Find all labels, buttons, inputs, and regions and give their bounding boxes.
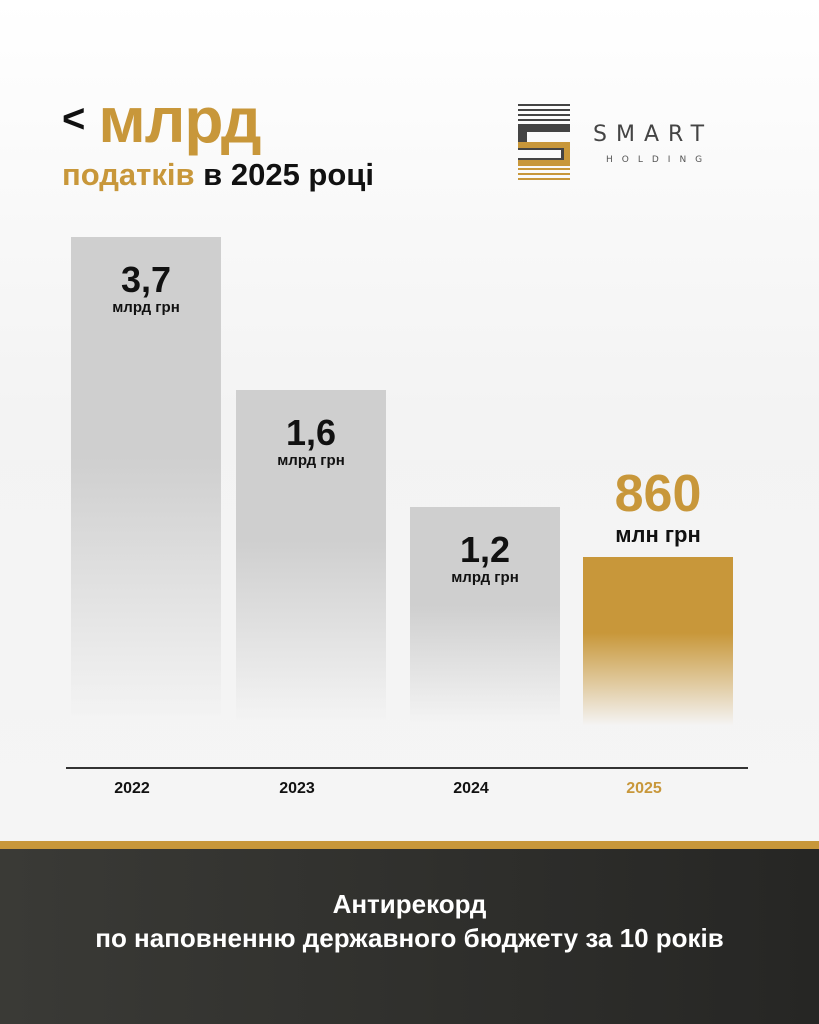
footer-banner: Антирекорд по наповненню державного бюдж…: [0, 849, 819, 1024]
gold-divider: [0, 841, 819, 849]
data-label-2022: 3,7 млрд грн: [71, 261, 221, 317]
value-unit: млрд грн: [112, 299, 180, 316]
less-than-symbol: <: [62, 97, 85, 141]
data-label-2024: 1,2 млрд грн: [410, 531, 560, 587]
value-number: 1,2: [459, 529, 511, 570]
footer-line-2: по наповненню державного бюджету за 10 р…: [95, 923, 724, 953]
subheadline-accent: податків: [62, 157, 195, 192]
value-number: 1,6: [285, 412, 337, 453]
svg-text:SMART: SMART: [593, 122, 713, 147]
bar-2023: [236, 390, 386, 726]
x-tick-2022: 2022: [114, 780, 150, 797]
bar-2025: [583, 557, 733, 726]
subheadline-rest: в 2025 році: [203, 157, 374, 192]
bar-2024: [410, 507, 560, 726]
x-tick-2024: 2024: [453, 780, 489, 797]
svg-text:HOLDING: HOLDING: [606, 155, 711, 165]
x-tick-2025: 2025: [626, 780, 662, 797]
smart-holding-logo: SMART HOLDING: [518, 104, 758, 184]
x-tick-2023: 2023: [279, 780, 315, 797]
value-unit: млрд грн: [451, 569, 519, 586]
footer-line-1: Антирекорд: [332, 889, 487, 919]
value-number: 3,7: [120, 259, 172, 300]
data-label-2023: 1,6 млрд грн: [236, 414, 386, 470]
subheadline: податків в 2025 році: [62, 157, 374, 193]
headline: < млрд: [62, 84, 261, 156]
value-unit: млрд грн: [277, 452, 345, 469]
bar-2022: [71, 237, 221, 726]
x-axis-line: [66, 767, 748, 769]
data-label-2025: 860 млн грн: [583, 467, 733, 549]
value-number: 860: [614, 465, 702, 523]
value-unit: млн грн: [615, 522, 701, 547]
headline-accent: млрд: [98, 84, 261, 156]
